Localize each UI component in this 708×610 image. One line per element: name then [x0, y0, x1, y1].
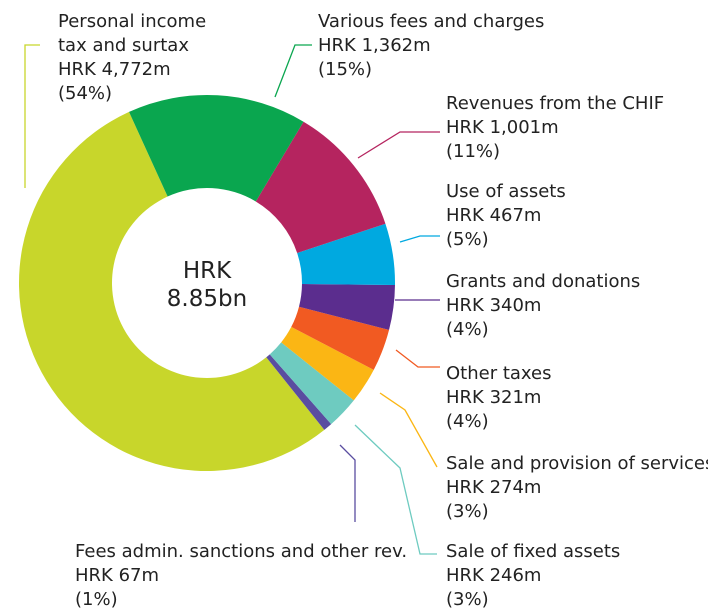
label-share: (3%)	[446, 501, 489, 522]
donut-segment	[19, 111, 325, 472]
label-share: (4%)	[446, 319, 489, 340]
center-label: 8.85bn	[167, 286, 247, 312]
donut-segment	[298, 284, 395, 330]
segment-label: Sale of fixed assets HRK 246m (3%)	[446, 540, 620, 610]
donut-segment	[297, 223, 396, 286]
donut-segment	[269, 342, 354, 425]
leader-line	[379, 392, 438, 468]
segment-label: Various fees and charges HRK 1,362m (15%)	[318, 10, 544, 82]
label-share: (11%)	[446, 141, 501, 162]
label-share: (3%)	[446, 589, 489, 610]
label-value: HRK 274m	[446, 477, 542, 498]
segment-label: Sale and provision of services HRK 274m (3…	[446, 452, 708, 524]
label-share: (15%)	[318, 59, 373, 80]
label-name: Use of assets	[446, 181, 566, 202]
leader-line	[354, 424, 437, 555]
leader-line	[399, 235, 440, 243]
label-name: Sale and provision of services	[446, 453, 708, 474]
label-value: HRK 467m	[446, 205, 542, 226]
label-share: (54%)	[58, 83, 113, 104]
label-name: Sale of fixed assets	[446, 541, 621, 562]
donut-segment	[129, 95, 304, 202]
label-name: Personal income tax and surtax	[58, 11, 207, 56]
leader-line	[357, 131, 440, 159]
label-name: Other taxes	[446, 363, 552, 384]
segment-label: Grants and donations HRK 340m (4%)	[446, 270, 640, 342]
donut-segment	[266, 354, 332, 430]
label-value: HRK 321m	[446, 387, 542, 408]
segment-label: Personal income tax and surtax HRK 4,772m…	[58, 10, 238, 106]
label-value: HRK 246m	[446, 565, 542, 586]
donut-segment	[291, 306, 390, 370]
label-share: (1%)	[75, 589, 118, 610]
segment-label: Other taxes HRK 321m (4%)	[446, 362, 551, 434]
label-share: (4%)	[446, 411, 489, 432]
label-share: (5%)	[446, 229, 489, 250]
leader-line	[24, 44, 40, 188]
label-name: Grants and donations	[446, 271, 641, 292]
label-name: Various fees and charges	[318, 11, 545, 32]
label-value: HRK 4,772m	[58, 59, 171, 80]
label-value: HRK 1,362m	[318, 35, 431, 56]
segment-label: Revenues from the CHIF HRK 1,001m (11%)	[446, 92, 664, 164]
label-name: Revenues from the CHIF	[446, 93, 665, 114]
label-value: HRK 1,001m	[446, 117, 559, 138]
segment-label: Use of assets HRK 467m (5%)	[446, 180, 566, 252]
label-name: Fees admin. sanctions and other rev.	[75, 541, 408, 562]
leader-line	[339, 444, 356, 522]
label-value: HRK 67m	[75, 565, 160, 586]
leader-line	[274, 44, 312, 98]
center-label: HRK	[183, 258, 232, 284]
label-value: HRK 340m	[446, 295, 542, 316]
segment-label: Fees admin. sanctions and other rev. HRK …	[75, 540, 407, 610]
donut-segment	[281, 326, 374, 401]
leader-line	[395, 349, 440, 368]
donut-segment	[255, 121, 386, 254]
